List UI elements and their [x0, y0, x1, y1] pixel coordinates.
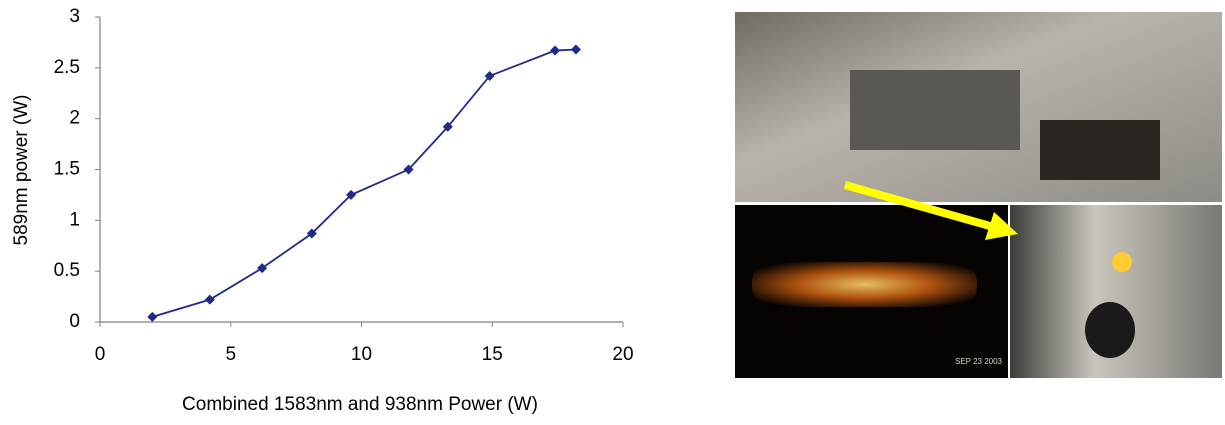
y-tick-label: 0.5 [54, 260, 80, 281]
data-point [147, 311, 158, 322]
x-tick-label: 20 [612, 344, 633, 365]
lens-mount [1085, 302, 1135, 358]
data-line [152, 48, 576, 318]
data-point [403, 164, 414, 175]
x-tick-label: 0 [95, 344, 106, 365]
arrow [843, 181, 992, 230]
sodium-cell [752, 262, 977, 307]
data-point [442, 121, 453, 132]
x-axis-label: Combined 1583nm and 938nm Power (W) [182, 394, 538, 415]
y-tick-label: 3 [69, 6, 80, 27]
data-point [204, 294, 215, 305]
y-tick-label: 2 [69, 108, 80, 129]
data-point [550, 45, 561, 56]
y-axis-label: 589nm power (W) [11, 95, 32, 246]
x-tick-label: 5 [225, 344, 236, 365]
data-point [346, 189, 357, 200]
y-tick-label: 0 [69, 311, 80, 332]
lab-equipment [850, 70, 1020, 150]
data-point [306, 228, 317, 239]
x-tick-label: 15 [482, 344, 503, 365]
glow-spot [1112, 252, 1132, 272]
arrow-head [985, 212, 1018, 240]
data-point [484, 70, 495, 81]
date-stamp: SEP 23 2003 [955, 357, 1003, 366]
x-tick-label: 10 [351, 344, 372, 365]
y-tick-label: 1.5 [54, 159, 80, 180]
data-point [257, 263, 268, 274]
y-tick-label: 1 [69, 209, 80, 230]
y-tick-label: 2.5 [54, 57, 80, 78]
photos: SEP 23 2003 [735, 12, 1222, 378]
data-point [570, 44, 581, 55]
lab-equipment [1040, 120, 1160, 180]
